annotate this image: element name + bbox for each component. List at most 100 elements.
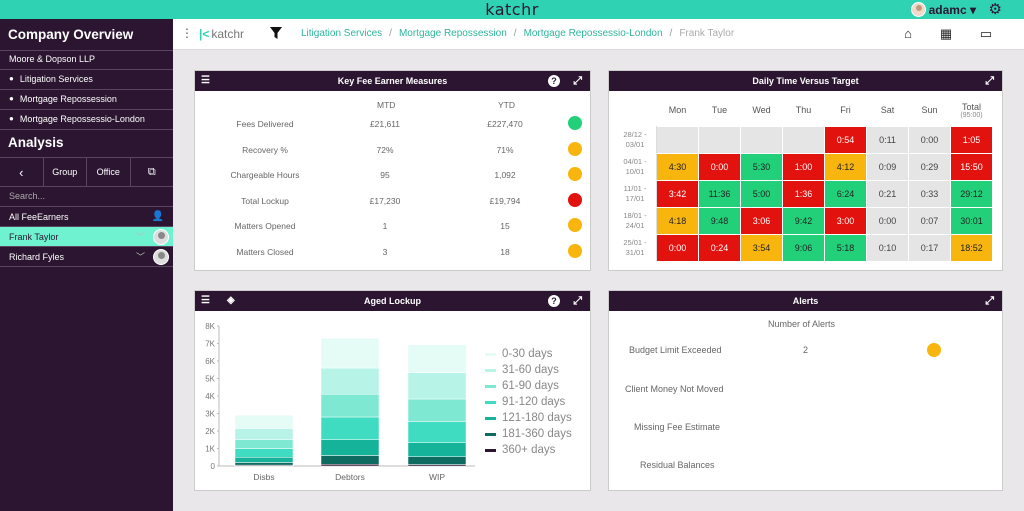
breadcrumb-item[interactable]: Mortgage Repossession [398, 28, 507, 39]
bar-segment[interactable] [320, 416, 380, 440]
time-cell[interactable]: 1:00 [782, 152, 825, 181]
window-icon[interactable]: ▭ [979, 26, 993, 41]
time-cell[interactable]: 4:18 [656, 206, 699, 235]
legend-item[interactable]: 61-90 days [485, 378, 572, 394]
time-cell[interactable]: 0:54 [824, 125, 867, 154]
help-icon[interactable]: ? [548, 295, 560, 307]
time-cell[interactable]: 0:21 [866, 179, 909, 208]
legend-item[interactable]: 0-30 days [485, 346, 572, 362]
gear-icon[interactable]: ⚙ [988, 1, 1002, 18]
bar-segment[interactable] [407, 456, 467, 465]
export-button[interactable]: ⧉ [131, 158, 174, 186]
time-cell[interactable] [698, 125, 741, 154]
person-row[interactable]: Richard Fyles ﹀ [0, 247, 173, 267]
time-cell[interactable]: 9:06 [782, 233, 825, 262]
time-cell[interactable]: 6:24 [824, 179, 867, 208]
bar-segment[interactable] [234, 439, 294, 449]
time-cell[interactable] [740, 125, 783, 154]
bar-segment[interactable] [320, 338, 380, 369]
time-cell[interactable]: 0:24 [698, 233, 741, 262]
time-cell[interactable]: 0:00 [698, 152, 741, 181]
time-cell[interactable]: 15:50 [950, 152, 993, 181]
time-cell[interactable]: 29:12 [950, 179, 993, 208]
bar-segment[interactable] [320, 455, 380, 465]
time-cell[interactable]: 0:11 [866, 125, 909, 154]
time-cell[interactable]: 1:05 [950, 125, 993, 154]
legend-item[interactable]: 121-180 days [485, 410, 572, 426]
group-button[interactable]: Group [44, 158, 87, 186]
breadcrumb-item[interactable]: Mortgage Repossessio-London [523, 28, 663, 39]
person-row[interactable]: Frank Taylor ﹀ [0, 227, 173, 247]
time-cell[interactable]: 0:29 [908, 152, 951, 181]
legend-item[interactable]: 31-60 days [485, 362, 572, 378]
time-cell[interactable]: 4:30 [656, 152, 699, 181]
sidebar-firm[interactable]: Moore & Dopson LLP [0, 51, 173, 70]
chevron-down-icon[interactable]: ﹀ [135, 252, 145, 262]
bar-segment[interactable] [320, 367, 380, 395]
time-cell[interactable]: 0:00 [908, 125, 951, 154]
sidebar-item-litigation[interactable]: ● Litigation Services [0, 70, 173, 90]
expand-icon[interactable]: ⤢ [573, 295, 582, 307]
bar-segment[interactable] [234, 428, 294, 440]
time-cell[interactable]: 0:07 [908, 206, 951, 235]
list-icon[interactable]: ☰ [201, 75, 210, 86]
filter-icon[interactable] [270, 27, 282, 39]
legend-item[interactable]: 360+ days [485, 442, 572, 458]
time-cell[interactable]: 0:09 [866, 152, 909, 181]
back-button[interactable]: ‹ [0, 158, 44, 186]
time-cell[interactable]: 5:30 [740, 152, 783, 181]
office-button[interactable]: Office [87, 158, 131, 186]
bar-segment[interactable] [234, 462, 294, 466]
legend-item[interactable]: 181-360 days [485, 426, 572, 442]
menu-dots-icon[interactable]: ⋮ [181, 26, 193, 40]
bar-segment[interactable] [234, 457, 294, 463]
layers-icon[interactable]: ◈ [227, 295, 235, 306]
time-cell[interactable]: 9:42 [782, 206, 825, 235]
time-cell[interactable]: 0:00 [866, 206, 909, 235]
legend-item[interactable]: 91-120 days [485, 394, 572, 410]
sidebar-item-mortgage[interactable]: ● Mortgage Repossession [0, 90, 173, 110]
time-cell[interactable]: 5:00 [740, 179, 783, 208]
time-cell[interactable]: 3:00 [824, 206, 867, 235]
time-cell[interactable]: 9:48 [698, 206, 741, 235]
time-cell[interactable]: 5:18 [824, 233, 867, 262]
search-input[interactable]: Search... [0, 187, 173, 207]
time-cell[interactable]: 1:36 [782, 179, 825, 208]
sidebar-item-mortgage-london[interactable]: ● Mortgage Repossessio-London [0, 110, 173, 130]
bar-segment[interactable] [234, 415, 294, 429]
time-cell[interactable]: 0:17 [908, 233, 951, 262]
bar-segment[interactable] [407, 344, 467, 373]
alert-count[interactable]: 2 [803, 345, 809, 355]
bar-segment[interactable] [320, 464, 380, 467]
help-icon[interactable]: ? [548, 75, 560, 87]
user-menu[interactable]: adamc ▾ [910, 1, 976, 18]
bar-segment[interactable] [320, 439, 380, 456]
time-cell[interactable]: 3:54 [740, 233, 783, 262]
time-cell[interactable]: 18:52 [950, 233, 993, 262]
time-cell[interactable]: 30:01 [950, 206, 993, 235]
bar-segment[interactable] [407, 372, 467, 400]
bar-segment[interactable] [320, 394, 380, 418]
time-cell[interactable]: 0:00 [656, 233, 699, 262]
bar-segment[interactable] [407, 421, 467, 443]
grid-icon[interactable]: ▦ [939, 26, 953, 41]
time-cell[interactable]: 11:36 [698, 179, 741, 208]
time-cell[interactable]: 0:33 [908, 179, 951, 208]
list-icon[interactable]: ☰ [201, 295, 210, 306]
home-icon[interactable]: ⌂ [904, 26, 912, 41]
bar-segment[interactable] [407, 398, 467, 422]
chevron-down-icon[interactable]: ﹀ [135, 232, 145, 242]
bar-segment[interactable] [407, 442, 467, 457]
time-cell[interactable]: 3:06 [740, 206, 783, 235]
time-cell[interactable] [656, 125, 699, 154]
expand-icon[interactable]: ⤢ [573, 75, 582, 87]
bar-segment[interactable] [234, 448, 294, 458]
expand-icon[interactable]: ⤢ [985, 295, 994, 307]
time-cell[interactable] [782, 125, 825, 154]
all-fee-earners[interactable]: All FeeEarners 👤 [0, 207, 173, 227]
time-cell[interactable]: 0:10 [866, 233, 909, 262]
breadcrumb-item[interactable]: Litigation Services [301, 28, 383, 39]
expand-icon[interactable]: ⤢ [985, 75, 994, 87]
time-cell[interactable]: 3:42 [656, 179, 699, 208]
time-cell[interactable]: 4:12 [824, 152, 867, 181]
